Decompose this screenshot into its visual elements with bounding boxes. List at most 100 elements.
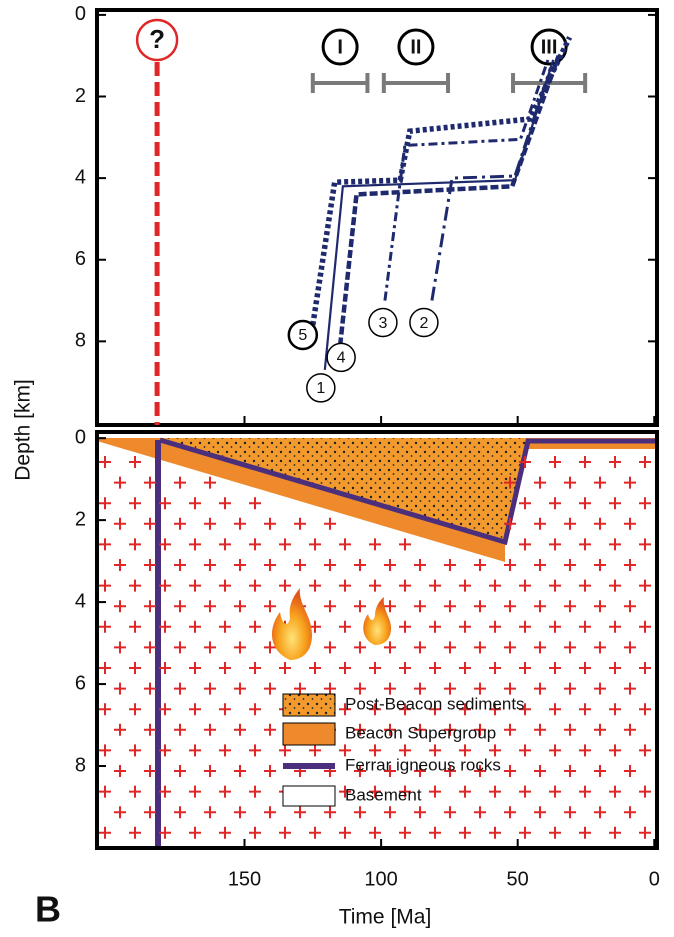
basement-cross: [369, 662, 381, 674]
basement-cross: [549, 662, 561, 674]
basement-cross: [414, 600, 426, 613]
basement-cross: [324, 682, 336, 695]
basement-cross: [609, 579, 621, 592]
basement-cross: [579, 826, 591, 839]
basement-cross: [624, 723, 636, 736]
basement-cross: [594, 682, 606, 695]
basement-cross: [549, 456, 561, 468]
basement-cross: [324, 641, 336, 654]
basement-cross: [549, 620, 561, 633]
basement-cross: [399, 744, 411, 757]
basement-cross: [279, 579, 291, 592]
bottom-frame: [95, 430, 659, 850]
x-tick-label: 100: [364, 868, 397, 890]
basement-cross: [219, 620, 231, 633]
basement-cross: [249, 620, 261, 633]
legend-swatch: [282, 693, 336, 717]
basement-cross: [579, 497, 591, 510]
basement-cross: [594, 806, 606, 819]
basement-cross: [384, 600, 396, 613]
basement-cross: [354, 600, 366, 613]
basement-cross: [249, 662, 261, 674]
basement-cross: [474, 641, 486, 654]
basement-cross: [519, 579, 531, 592]
basement-cross: [609, 538, 621, 551]
basement-cross: [549, 744, 561, 757]
basement-cross: [579, 620, 591, 633]
basement-cross: [429, 826, 441, 839]
basement-cross: [99, 662, 111, 674]
basement-cross: [594, 559, 606, 571]
basement-cross: [519, 538, 531, 551]
basement-cross: [249, 703, 261, 716]
basement-cross: [174, 723, 186, 736]
basement-cross: [429, 579, 441, 592]
basement-cross: [234, 765, 246, 777]
basement-cross: [189, 785, 201, 798]
basement-cross: [294, 517, 306, 530]
legend-swatch: [282, 785, 336, 807]
basement-cross: [144, 765, 156, 777]
basement-cross: [504, 765, 516, 777]
basement-cross: [369, 785, 381, 798]
flame: [271, 588, 312, 660]
y-tick-label: 0: [75, 426, 86, 448]
basement-cross: [354, 806, 366, 819]
basement-cross: [444, 723, 456, 736]
basement-cross: [534, 682, 546, 695]
basement-cross: [504, 723, 516, 736]
interval-label: II: [410, 36, 421, 58]
basement-cross: [114, 723, 126, 736]
basement-cross: [339, 579, 351, 592]
basement-cross: [504, 517, 516, 530]
basement-cross: [459, 785, 471, 798]
basement-cross: [174, 517, 186, 530]
basement-cross: [189, 826, 201, 839]
basement-cross: [159, 744, 171, 757]
basement-cross: [504, 641, 516, 654]
basement-cross: [99, 744, 111, 757]
basement-cross: [399, 620, 411, 633]
basement-cross: [159, 579, 171, 592]
basement-cross: [159, 662, 171, 674]
basement-cross: [534, 765, 546, 777]
interval-bar: [381, 73, 451, 93]
basement-cross: [174, 641, 186, 654]
interval-label: III: [541, 36, 558, 58]
basement-cross: [114, 517, 126, 530]
basement-cross: [174, 765, 186, 777]
basement-cross: [369, 579, 381, 592]
basement-cross: [234, 641, 246, 654]
interval-label: I: [337, 36, 343, 58]
basement-cross: [489, 620, 501, 633]
y-tick-label: 8: [75, 330, 86, 352]
ferrar-sill: [159, 437, 657, 546]
y-tick-label: 4: [75, 590, 86, 612]
basement-cross: [129, 456, 141, 468]
curve-label-circle: [326, 342, 356, 373]
y-tick-label: 4: [75, 166, 86, 188]
basement-cross: [429, 744, 441, 757]
basement-cross: [219, 703, 231, 716]
basement-cross: [279, 826, 291, 839]
basement-cross: [339, 785, 351, 798]
basement-cross: [234, 517, 246, 530]
x-tick-label: 50: [507, 868, 529, 890]
basement-cross: [114, 600, 126, 613]
basement-cross: [519, 826, 531, 839]
basement-cross: [189, 744, 201, 757]
basement-cross: [459, 579, 471, 592]
basement-cross: [204, 723, 216, 736]
curve-label-circle: [287, 319, 319, 351]
basement-crosses: [99, 456, 651, 839]
basement-cross: [594, 765, 606, 777]
basement-cross: [564, 641, 576, 654]
basement-cross: [339, 744, 351, 757]
basement-cross: [624, 806, 636, 819]
flame: [363, 597, 392, 645]
basement-cross: [624, 682, 636, 695]
basement-cross: [489, 826, 501, 839]
basement-cross: [234, 723, 246, 736]
basement-cross: [99, 579, 111, 592]
basement-cross: [249, 744, 261, 757]
